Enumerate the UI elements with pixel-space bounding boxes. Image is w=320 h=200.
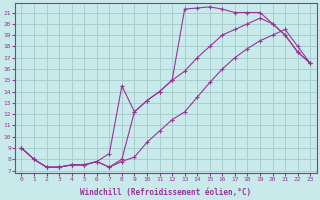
X-axis label: Windchill (Refroidissement éolien,°C): Windchill (Refroidissement éolien,°C) — [80, 188, 252, 197]
